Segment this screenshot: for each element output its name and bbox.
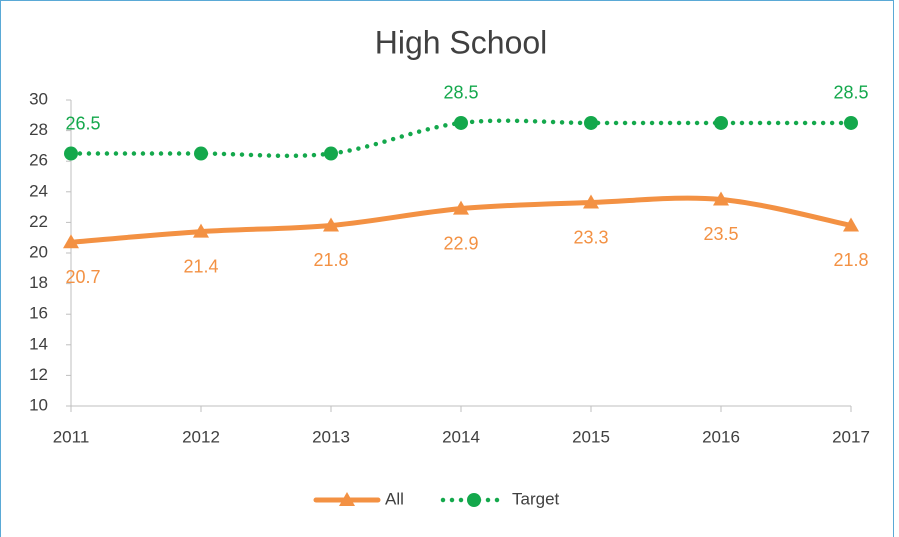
x-tick-label: 2012 <box>182 427 220 446</box>
point-marker <box>193 223 209 238</box>
point-marker <box>843 217 859 232</box>
y-tick-label: 24 <box>29 181 48 200</box>
data-label: 28.5 <box>833 83 868 103</box>
legend-label: All <box>385 489 404 508</box>
x-tick-label: 2013 <box>312 427 350 446</box>
data-label: 23.3 <box>573 227 608 247</box>
point-marker <box>323 217 339 232</box>
point-marker <box>454 115 468 130</box>
chart-title: High School <box>375 24 548 60</box>
y-tick-label: 12 <box>29 365 48 384</box>
point-marker <box>583 194 599 209</box>
point-marker <box>453 200 469 215</box>
point-marker <box>584 115 598 130</box>
legend-marker <box>467 493 481 507</box>
data-label: 23.5 <box>703 224 738 244</box>
data-label: 21.8 <box>313 250 348 270</box>
y-tick-label: 16 <box>29 304 48 323</box>
point-marker <box>324 146 338 161</box>
y-tick-label: 20 <box>29 242 48 261</box>
y-tick-label: 14 <box>29 334 48 353</box>
data-label: 22.9 <box>443 233 478 253</box>
point-marker <box>64 146 78 161</box>
data-label: 21.8 <box>833 250 868 270</box>
data-label: 28.5 <box>443 83 478 103</box>
y-tick-label: 28 <box>29 120 48 139</box>
legend-marker <box>339 492 355 506</box>
x-tick-label: 2016 <box>702 427 740 446</box>
point-marker <box>194 146 208 161</box>
point-marker <box>714 115 728 130</box>
y-tick-label: 10 <box>29 395 48 414</box>
data-label: 21.4 <box>183 256 218 276</box>
x-tick-label: 2011 <box>53 427 90 446</box>
point-marker <box>844 115 858 130</box>
x-tick-label: 2017 <box>832 427 870 446</box>
point-marker <box>63 234 79 249</box>
y-tick-label: 26 <box>29 151 48 170</box>
point-marker <box>713 191 729 206</box>
y-tick-label: 18 <box>29 273 48 292</box>
y-tick-label: 22 <box>29 212 48 231</box>
legend-label: Target <box>512 489 560 508</box>
x-tick-label: 2015 <box>572 427 610 446</box>
data-label: 20.7 <box>65 267 100 287</box>
x-tick-label: 2014 <box>442 427 480 446</box>
y-tick-label: 30 <box>29 89 48 108</box>
data-label: 26.5 <box>65 113 100 133</box>
